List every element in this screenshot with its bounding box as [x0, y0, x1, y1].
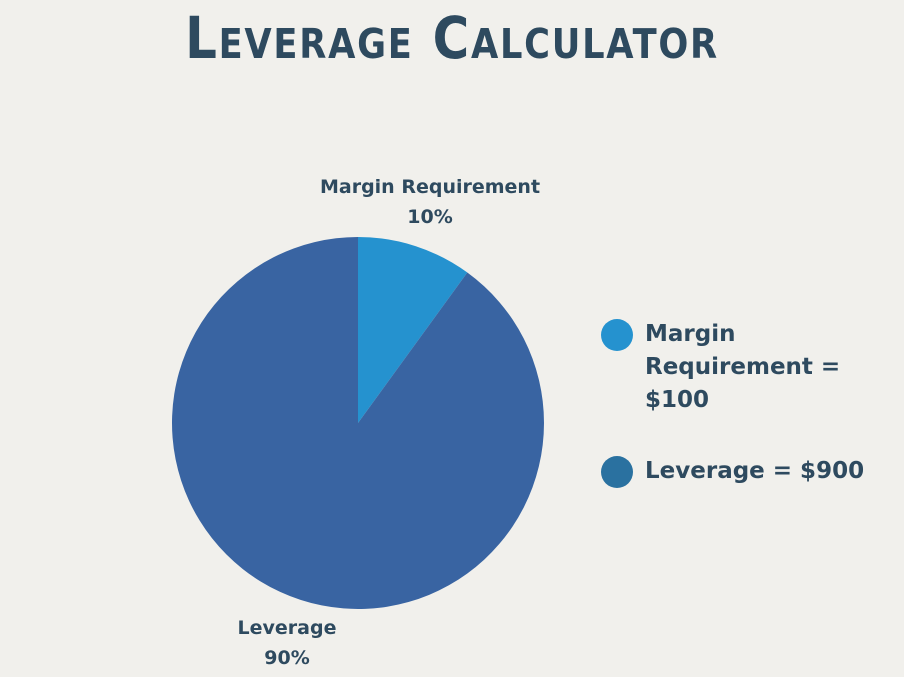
- pie-slice-margin-requirement: [358, 237, 468, 423]
- slice-label-leverage: Leverage 90%: [167, 613, 407, 673]
- legend-item-margin-requirement: Margin Requirement = $100: [601, 318, 901, 417]
- slice-label-leverage-name: Leverage: [237, 617, 337, 639]
- legend-item-leverage: Leverage = $900: [601, 455, 901, 488]
- pie-slice-leverage: [172, 237, 545, 609]
- slice-label-margin-requirement-name: Margin Requirement: [319, 176, 541, 198]
- slice-label-margin-requirement-percent: 10%: [407, 206, 453, 228]
- legend: Margin Requirement = $100 Leverage = $90…: [601, 318, 901, 526]
- legend-label-leverage: Leverage = $900: [645, 458, 865, 484]
- legend-swatch-margin-requirement: [601, 319, 633, 351]
- legend-swatch-leverage: [601, 456, 633, 488]
- slice-label-margin-requirement: Margin Requirement 10%: [300, 172, 560, 232]
- slice-label-leverage-percent: 90%: [264, 647, 310, 669]
- chart-title: Leverage Calculator: [185, 4, 719, 72]
- legend-label-margin-requirement: Margin Requirement = $100: [645, 321, 841, 413]
